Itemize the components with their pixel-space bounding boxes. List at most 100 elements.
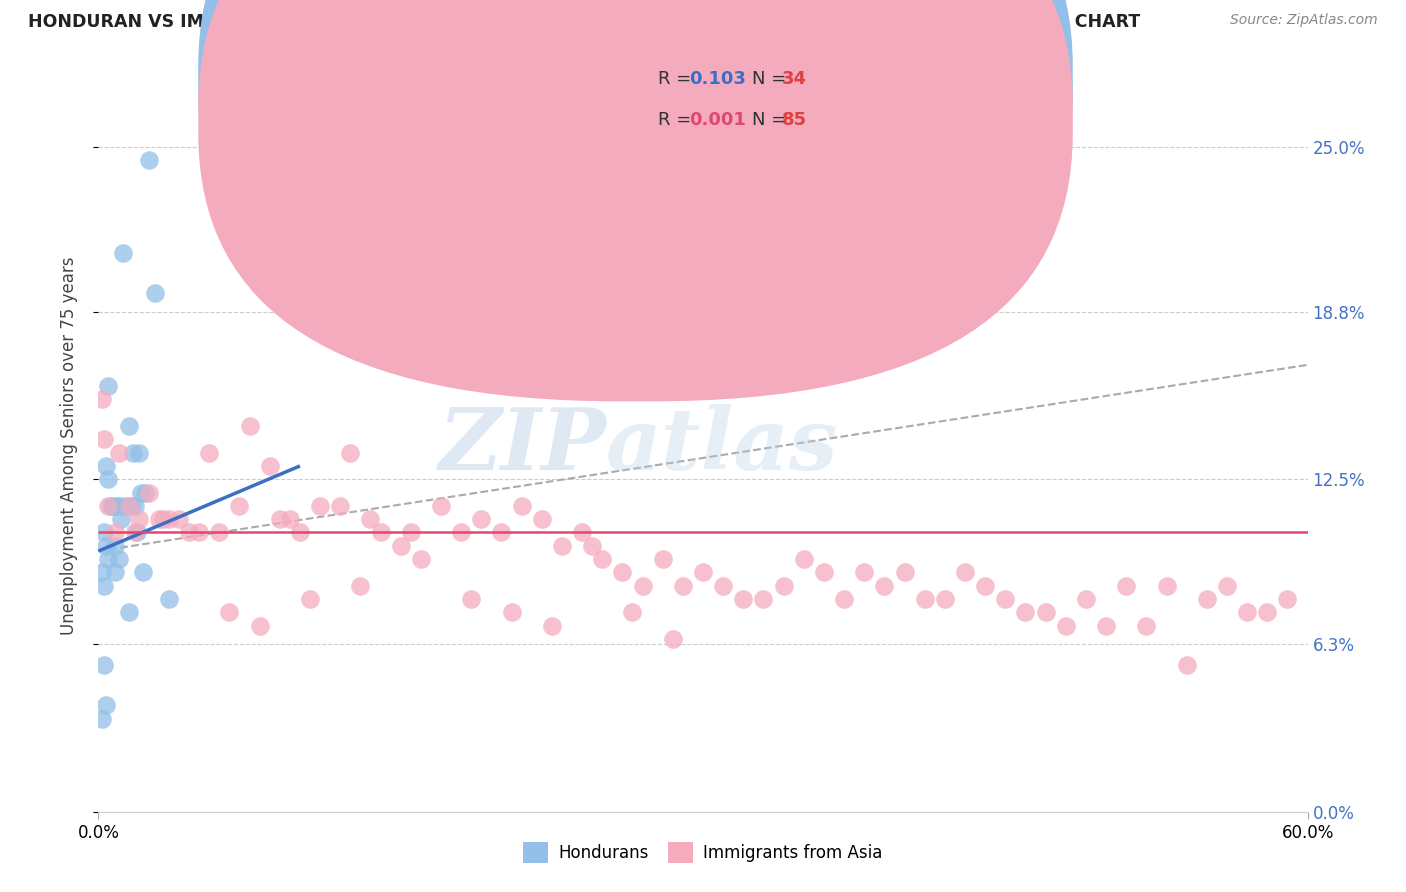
Point [97,552,120,566]
Point [612,566,634,580]
Point [97,379,120,393]
Point [138,153,160,167]
Point [853,566,876,580]
Text: R =: R = [658,111,697,128]
Point [711,579,734,593]
Point [813,566,835,580]
Point [1156,579,1178,593]
Point [661,632,683,646]
Point [105,499,128,513]
Text: N =: N = [752,70,792,88]
Point [1014,605,1036,619]
Point [259,458,281,473]
Point [157,591,180,606]
Point [198,445,221,459]
Point [631,579,654,593]
Point [651,552,673,566]
Point [101,499,124,513]
Point [100,499,122,513]
Point [96,458,118,473]
Point [832,591,855,606]
Point [93,433,115,447]
Point [953,566,976,580]
Point [249,618,271,632]
Point [107,499,129,513]
Point [103,525,125,540]
Point [389,539,412,553]
Point [1115,579,1137,593]
Point [107,552,129,566]
Point [107,445,129,459]
Point [93,658,115,673]
Point [239,419,262,434]
Point [218,605,240,619]
Point [994,591,1017,606]
Point [103,539,125,553]
Point [692,566,714,580]
Point [1095,618,1118,632]
Text: atlas: atlas [606,404,839,488]
Point [128,512,150,526]
Point [510,499,533,513]
Point [470,512,492,526]
Point [339,445,361,459]
Point [329,499,352,513]
Point [114,499,136,513]
Point [91,392,114,407]
Point [1054,618,1077,632]
Point [621,605,644,619]
Point [120,499,142,513]
Point [118,419,141,434]
Point [128,445,150,459]
Point [349,579,371,593]
Point [752,591,775,606]
Point [893,566,915,580]
Point [581,539,603,553]
Point [1236,605,1258,619]
Point [974,579,997,593]
Point [148,512,170,526]
Point [733,591,755,606]
Text: N =: N = [752,111,792,128]
Point [96,539,118,553]
Text: R =: R = [658,70,697,88]
Point [409,552,432,566]
Point [1175,658,1198,673]
Y-axis label: Unemployment Among Seniors over 75 years: Unemployment Among Seniors over 75 years [59,257,77,635]
Point [157,512,180,526]
Point [132,566,155,580]
Point [103,566,125,580]
Point [914,591,936,606]
Point [288,525,311,540]
Point [491,525,513,540]
Point [167,512,190,526]
Point [143,286,166,301]
Point [118,499,141,513]
Point [1277,591,1299,606]
Point [208,525,231,540]
Point [93,525,115,540]
Point [278,512,301,526]
Point [540,618,562,632]
Point [125,525,148,540]
Text: 34: 34 [782,70,807,88]
Point [118,605,141,619]
Point [110,512,132,526]
Point [111,246,134,260]
Point [772,579,794,593]
Point [152,512,174,526]
Point [97,472,120,486]
Point [370,525,392,540]
Point [129,485,152,500]
Text: 85: 85 [782,111,807,128]
Point [934,591,956,606]
Point [551,539,574,553]
Point [91,712,114,726]
Point [571,525,593,540]
Point [93,579,115,593]
Point [460,591,482,606]
Point [1074,591,1097,606]
Text: Source: ZipAtlas.com: Source: ZipAtlas.com [1230,13,1378,28]
Point [399,525,422,540]
Point [179,525,201,540]
